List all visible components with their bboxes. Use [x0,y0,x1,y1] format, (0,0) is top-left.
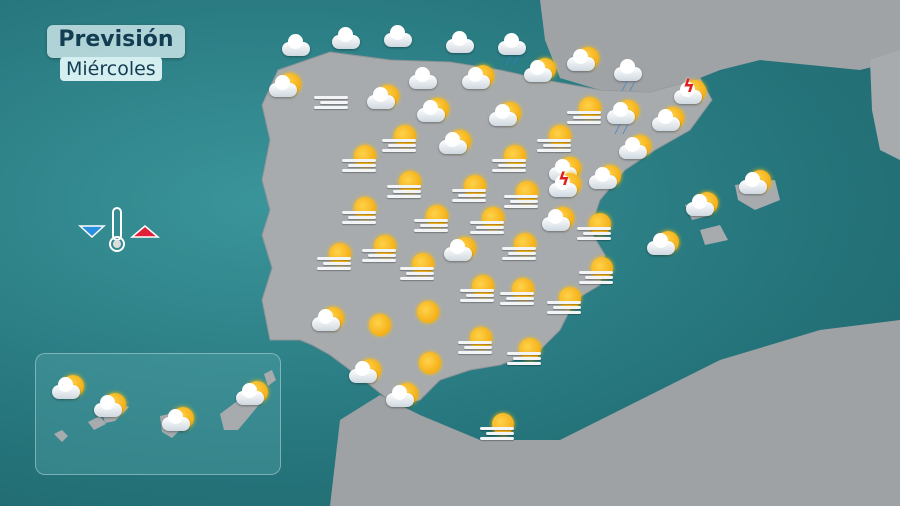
menorca [700,225,728,245]
forecast-sun-haze-icon [507,338,543,368]
forecast-sun-haze-icon [537,125,573,155]
forecast-sun-cloud-icon [684,192,720,222]
canary-islands-inset [35,353,281,475]
forecast-sun-rain-icon: ╱╱ [605,100,641,134]
forecast-sun-haze-icon [567,97,603,127]
forecast-sun-haze-icon [382,125,418,155]
forecast-cloud-rain-icon: ╱╱ [496,31,532,65]
north-africa [330,320,900,506]
forecast-sun-cloud-icon [540,207,576,237]
forecast-sun-haze-icon [470,207,506,237]
forecast-sun-haze-icon [387,171,423,201]
forecast-sun-cloud-icon [442,237,478,267]
forecast-storm-icon: ϟ [547,169,583,203]
forecast-cloud-icon [280,32,316,62]
forecast-sun-cloud-icon [565,47,601,77]
forecast-sun-cloud-icon [415,98,451,128]
max-temp-triangle-icon [129,225,160,238]
france [540,0,900,92]
forecast-sun-cloud-icon [587,165,623,195]
canary-islands-land [54,370,276,442]
forecast-sun-cloud-icon [310,307,346,337]
forecast-sun-icon [410,297,446,327]
forecast-cloud-rain-icon: ╱╱ [612,57,648,91]
canarias-sun-cloud-icon [50,375,86,405]
forecast-cloud-icon [330,25,366,55]
forecast-sun-haze-icon [317,243,353,273]
forecast-sun-icon [362,310,398,340]
forecast-sun-haze-icon [547,287,583,317]
forecast-sun-haze-icon [492,145,528,175]
forecast-sun-haze-icon [504,181,540,211]
forecast-cloud-icon [444,29,480,59]
page-title: Previsión [58,27,174,52]
canarias-sun-cloud-icon [160,407,196,437]
forecast-sun-icon [412,348,448,378]
canarias-sun-cloud-icon [234,381,270,411]
forecast-sun-cloud-icon [384,383,420,413]
forecast-sun-cloud-icon [487,102,523,132]
min-temp-triangle-icon [78,225,106,239]
forecast-sun-haze-icon [460,275,496,305]
forecast-cloud-icon [407,65,443,95]
title-panel [47,25,185,58]
forecast-sun-haze-icon [502,233,538,263]
forecast-sun-cloud-icon [522,58,558,88]
canarias-sun-cloud-icon [92,393,128,423]
forecast-sun-cloud-icon [437,130,473,160]
forecast-sun-haze-icon [362,235,398,265]
forecast-sun-haze-icon [400,253,436,283]
sardinia-corsica [870,50,900,160]
forecast-sun-haze-icon [579,257,615,287]
forecast-sun-cloud-icon [365,85,401,115]
forecast-haze-cloud-icon [314,82,350,112]
forecast-sun-haze-icon [577,213,613,243]
forecast-sun-haze-icon [480,413,516,443]
forecast-sun-cloud-icon [737,170,773,200]
forecast-sun-haze-icon [342,145,378,175]
forecast-sun-cloud-icon [460,65,496,95]
forecast-storm-icon: ϟ [672,76,708,110]
forecast-sun-haze-icon [500,278,536,308]
day-label: Miércoles [60,57,162,81]
forecast-sun-cloud-icon [347,359,383,389]
forecast-sun-haze-icon [458,327,494,357]
forecast-sun-cloud-icon [267,73,303,103]
forecast-sun-haze-icon [414,205,450,235]
temperature-legend [78,207,160,252]
forecast-sun-cloud-icon [617,135,653,165]
forecast-sun-haze-icon [452,175,488,205]
forecast-sun-haze-icon [342,197,378,227]
forecast-sun-cloud-icon [645,231,681,261]
forecast-cloud-icon [382,23,418,53]
forecast-sun-cloud-icon [650,107,686,137]
